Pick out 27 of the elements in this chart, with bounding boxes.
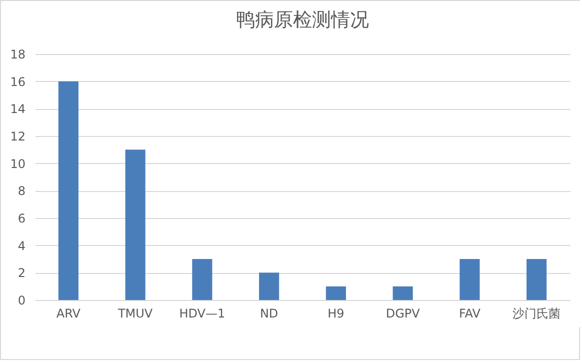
- x-tick-label: HDV—1: [179, 306, 226, 320]
- y-tick-label: 6: [18, 212, 26, 226]
- y-tick-label: 0: [18, 294, 26, 308]
- y-tick-label: 16: [10, 74, 26, 89]
- bar: [392, 286, 413, 300]
- y-tick-label: 4: [18, 238, 26, 253]
- x-tick-label: FAV: [458, 306, 482, 320]
- y-tick-label: 18: [10, 48, 26, 62]
- chart-title: 鸭病原检测情况: [236, 9, 369, 31]
- y-tick-label: 12: [10, 130, 26, 144]
- bar: [259, 272, 280, 300]
- bar: [526, 259, 547, 300]
- y-tick-label: 8: [18, 184, 26, 198]
- x-tick-label: ARV: [56, 306, 82, 320]
- x-tick-label: DGPV: [386, 306, 421, 320]
- bar: [58, 81, 78, 300]
- bar: [192, 259, 212, 300]
- x-tick-label: 沙门氏菌: [512, 306, 561, 320]
- y-tick-label: 14: [10, 102, 26, 116]
- x-tick-label: ND: [260, 306, 278, 320]
- bar: [125, 150, 146, 300]
- bar: [326, 286, 346, 300]
- x-tick-label: TMUV: [116, 306, 154, 320]
- bar: [460, 259, 480, 300]
- x-tick-label: H9: [328, 306, 344, 320]
- y-tick-label: 10: [10, 156, 26, 171]
- y-tick-label: 2: [18, 266, 26, 280]
